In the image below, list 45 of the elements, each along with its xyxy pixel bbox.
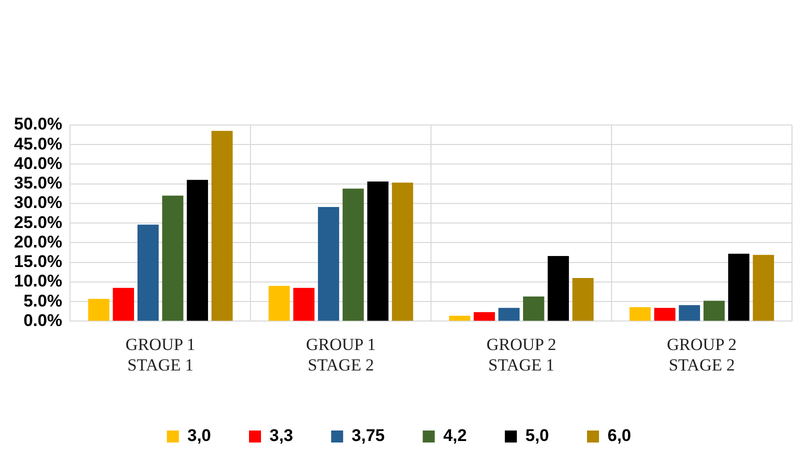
y-tick-label: 45.0%	[14, 134, 62, 154]
bar	[186, 180, 208, 321]
legend-label: 3,75	[352, 426, 385, 446]
bar	[474, 312, 495, 321]
bar	[342, 188, 364, 321]
bar	[704, 300, 725, 321]
legend-label: 4,2	[443, 426, 467, 446]
bar	[367, 182, 388, 321]
bar	[137, 224, 159, 321]
bar	[449, 316, 470, 321]
bar	[728, 254, 750, 321]
bar	[752, 254, 774, 321]
y-tick-label: 50.0%	[14, 114, 62, 134]
bar	[523, 296, 544, 321]
x-tick-label: GROUP 2 STAGE 1	[486, 334, 556, 374]
y-tick-label: 40.0%	[14, 154, 62, 173]
legend-label: 3,3	[270, 426, 294, 446]
bar	[293, 288, 314, 321]
bar	[268, 286, 290, 321]
bar	[572, 278, 594, 321]
bar	[211, 130, 233, 321]
y-tick-label: 5.0%	[23, 291, 62, 310]
legend-label: 6,0	[607, 426, 632, 446]
legend-label: 3,0	[187, 426, 212, 446]
x-tick-label: GROUP 1 STAGE 1	[126, 334, 196, 374]
bar	[392, 182, 414, 321]
y-tick-label: 0.0%	[23, 310, 62, 330]
bar	[678, 305, 700, 321]
y-tick-label: 10.0%	[14, 272, 62, 291]
bar	[654, 308, 676, 321]
x-tick-label: GROUP 2 STAGE 2	[666, 334, 737, 374]
bar	[548, 256, 569, 321]
bar	[162, 196, 184, 321]
y-tick-label: 30.0%	[14, 193, 62, 212]
y-tick-label: 25.0%	[14, 212, 62, 232]
bar	[498, 308, 520, 321]
legend-label: 5,0	[525, 426, 549, 446]
x-tick-label: GROUP 1 STAGE 2	[306, 334, 376, 374]
y-tick-label: 20.0%	[14, 232, 62, 252]
bar	[88, 298, 110, 321]
bar	[318, 207, 340, 321]
bar	[630, 307, 651, 321]
y-tick-label: 35.0%	[14, 174, 62, 193]
y-tick-label: 15.0%	[14, 252, 62, 272]
bar	[112, 288, 134, 321]
